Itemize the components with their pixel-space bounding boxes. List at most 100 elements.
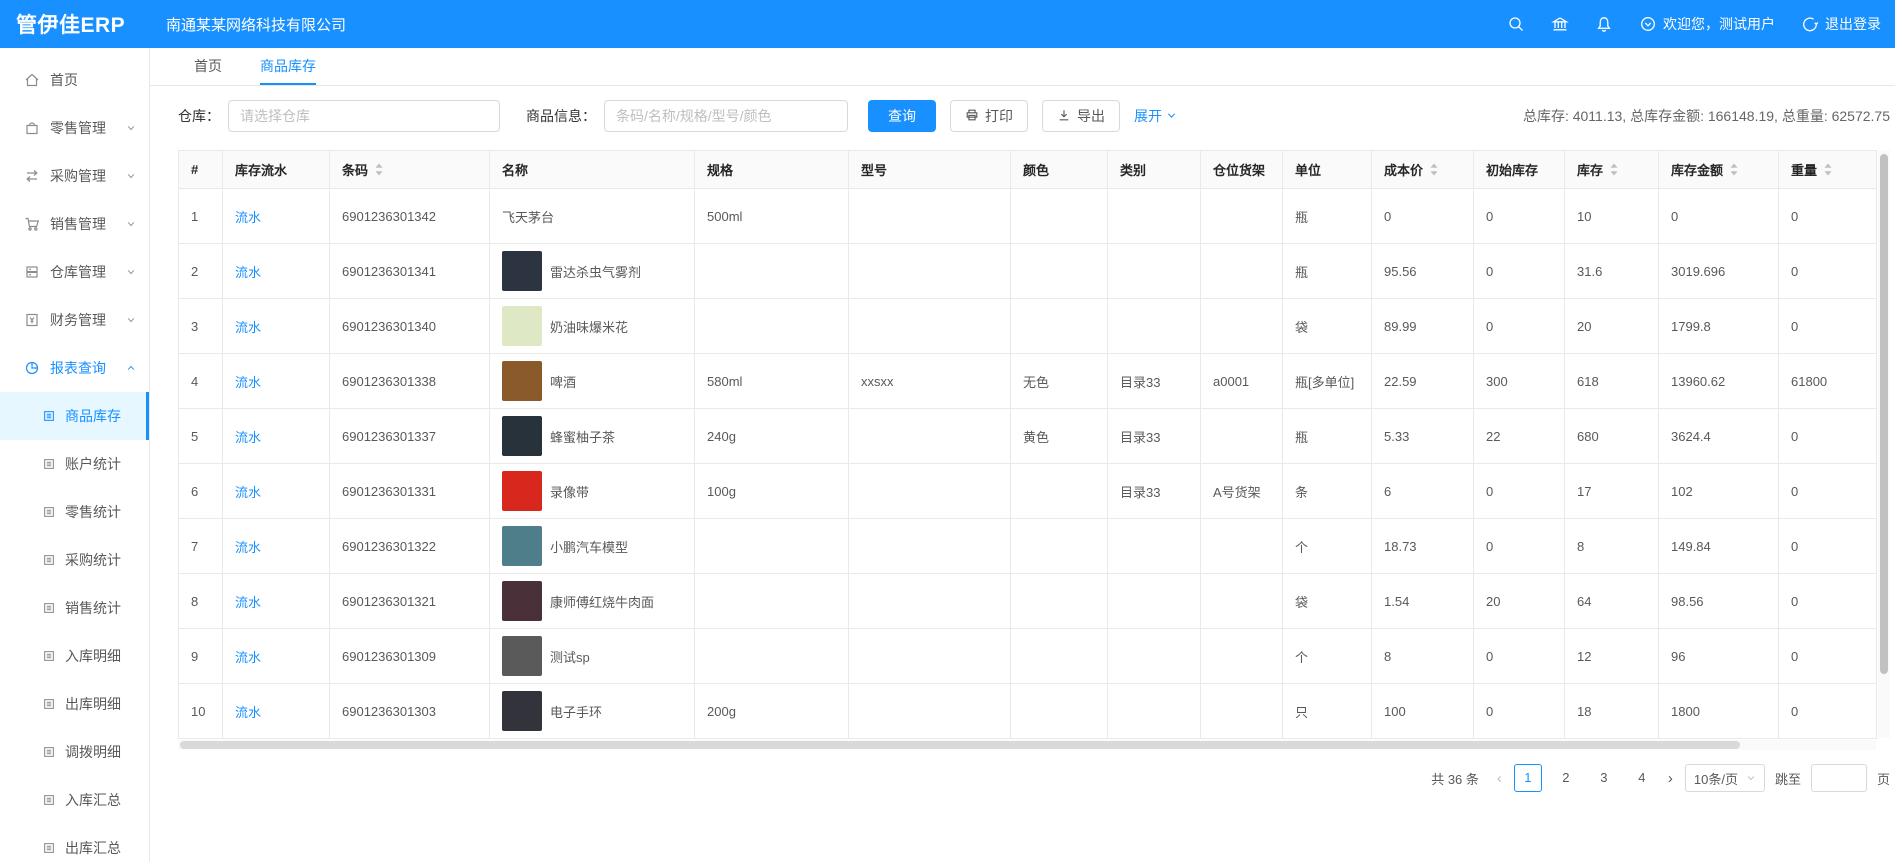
- cell-model: [848, 243, 1011, 299]
- table-row: 5 流水 6901236301337 蜂蜜柚子茶 240g 黄色 目录33 瓶 5.33 22 68…: [178, 408, 1877, 464]
- page-button-4[interactable]: 4: [1638, 770, 1646, 785]
- sort-icon[interactable]: [1823, 163, 1833, 176]
- logout-button[interactable]: 退出登录: [1801, 14, 1881, 34]
- cell-weight: 0: [1778, 683, 1877, 739]
- sidebar-subitem-8[interactable]: 入库汇总: [0, 776, 149, 824]
- flow-link[interactable]: 流水: [235, 649, 262, 665]
- cell-flow: 流水: [222, 188, 330, 244]
- cell-stock: 31.6: [1564, 243, 1659, 299]
- table-row: 2 流水 6901236301341 雷达杀虫气雾剂瓶 95.56 0 31.6 3019.6…: [178, 243, 1877, 299]
- sidebar-subitem-2[interactable]: 零售统计: [0, 488, 149, 536]
- cell-category: [1107, 573, 1201, 629]
- bell-icon[interactable]: [1595, 15, 1613, 33]
- sidebar-subitem-7[interactable]: 调拨明细: [0, 728, 149, 776]
- prev-page-button[interactable]: ‹: [1496, 769, 1502, 787]
- column-header[interactable]: 库存金额: [1658, 150, 1779, 189]
- print-button[interactable]: 打印: [950, 100, 1028, 132]
- warehouse-select[interactable]: [228, 100, 500, 132]
- cell-index: 1: [178, 188, 223, 244]
- export-button[interactable]: 导出: [1042, 100, 1120, 132]
- sidebar-item-2[interactable]: 采购管理: [0, 152, 149, 200]
- search-button[interactable]: 查询: [868, 100, 936, 132]
- sidebar-item-home[interactable]: 首页: [0, 56, 149, 104]
- flow-link[interactable]: 流水: [235, 484, 262, 500]
- chevron-up-icon: [126, 363, 136, 373]
- horizontal-scrollbar[interactable]: [178, 740, 1876, 750]
- doc-icon: [42, 841, 56, 855]
- table-header-row: # 库存流水 条码 名称 规格 型号 颜色 类别 仓位货架 单位 成本价 初始库存 库存 库存金额 重量: [178, 150, 1877, 189]
- sidebar-subitem-4[interactable]: 销售统计: [0, 584, 149, 632]
- sidebar-item-5[interactable]: 财务管理: [0, 296, 149, 344]
- warehouse-label: 仓库：: [178, 108, 220, 124]
- cell-flow: 流水: [222, 573, 330, 629]
- product-name: 飞天茅台: [502, 209, 555, 225]
- page-button-2[interactable]: 2: [1562, 770, 1570, 785]
- sort-icon[interactable]: [1609, 163, 1619, 176]
- cell-weight: 0: [1778, 188, 1877, 244]
- sidebar-item-6[interactable]: 报表查询: [0, 344, 149, 392]
- cell-cost: 1.54: [1371, 573, 1474, 629]
- sort-icon[interactable]: [1729, 163, 1739, 176]
- cell-barcode: 6901236301321: [329, 573, 490, 629]
- column-header[interactable]: 成本价: [1371, 150, 1474, 189]
- cell-index: 2: [178, 243, 223, 299]
- cell-spec: [694, 298, 849, 354]
- bank-icon[interactable]: [1551, 15, 1569, 33]
- cell-unit: 条: [1282, 463, 1372, 519]
- cell-color: [1010, 463, 1108, 519]
- cell-unit: 个: [1282, 628, 1372, 684]
- finance-icon: [24, 312, 40, 328]
- flow-link[interactable]: 流水: [235, 264, 262, 280]
- flow-link[interactable]: 流水: [235, 374, 262, 390]
- sidebar-subitem-6[interactable]: 出库明细: [0, 680, 149, 728]
- column-header[interactable]: 条码: [329, 150, 490, 189]
- printer-icon: [965, 108, 979, 125]
- cell-index: 8: [178, 573, 223, 629]
- column-header[interactable]: 库存: [1564, 150, 1659, 189]
- sidebar-subitem-1[interactable]: 账户统计: [0, 440, 149, 488]
- cell-shelf: [1200, 298, 1283, 354]
- flow-link[interactable]: 流水: [235, 539, 262, 555]
- column-header: 颜色: [1010, 150, 1108, 189]
- flow-link[interactable]: 流水: [235, 704, 262, 720]
- sidebar-item-3[interactable]: 销售管理: [0, 200, 149, 248]
- sidebar-subitem-5[interactable]: 入库明细: [0, 632, 149, 680]
- sort-icon[interactable]: [374, 163, 384, 176]
- flow-link[interactable]: 流水: [235, 209, 262, 225]
- doc-icon: [42, 601, 56, 615]
- sidebar-subitem-0[interactable]: 商品库存: [0, 392, 149, 440]
- cell-initial: 20: [1473, 573, 1565, 629]
- sidebar-item-4[interactable]: 仓库管理: [0, 248, 149, 296]
- user-menu[interactable]: 欢迎您，测试用户: [1639, 14, 1775, 34]
- next-page-button[interactable]: ›: [1667, 769, 1673, 787]
- tab-0[interactable]: 首页: [194, 58, 222, 74]
- flow-link[interactable]: 流水: [235, 594, 262, 610]
- flow-link[interactable]: 流水: [235, 429, 262, 445]
- page-size-select[interactable]: 10条/页: [1684, 764, 1765, 792]
- column-header[interactable]: 重量: [1778, 150, 1877, 189]
- cell-shelf: a0001: [1200, 353, 1283, 409]
- sidebar-item-1[interactable]: 零售管理: [0, 104, 149, 152]
- product-name: 电子手环: [550, 704, 603, 720]
- expand-toggle[interactable]: 展开: [1134, 106, 1177, 126]
- flow-link[interactable]: 流水: [235, 319, 262, 335]
- sort-icon[interactable]: [1429, 163, 1439, 176]
- product-name: 测试sp: [550, 649, 590, 665]
- table-row: 7 流水 6901236301322 小鹏汽车模型个 18.73 0 8 149.84 0: [178, 518, 1877, 574]
- cell-unit: 瓶: [1282, 408, 1372, 464]
- vertical-scrollbar[interactable]: [1878, 150, 1890, 738]
- cell-unit: 瓶: [1282, 243, 1372, 299]
- page-button-3[interactable]: 3: [1600, 770, 1608, 785]
- cell-model: [848, 518, 1011, 574]
- cell-stock: 680: [1564, 408, 1659, 464]
- report-icon: [24, 360, 40, 376]
- cell-amount: 98.56: [1658, 573, 1779, 629]
- jump-page-input[interactable]: [1810, 764, 1867, 792]
- sidebar-subitem-3[interactable]: 采购统计: [0, 536, 149, 584]
- product-info-input[interactable]: [604, 100, 848, 132]
- tab-1[interactable]: 商品库存: [260, 48, 316, 85]
- page-button-1[interactable]: 1: [1513, 764, 1542, 792]
- search-icon[interactable]: [1507, 15, 1525, 33]
- cell-index: 9: [178, 628, 223, 684]
- sidebar-subitem-9[interactable]: 出库汇总: [0, 824, 149, 862]
